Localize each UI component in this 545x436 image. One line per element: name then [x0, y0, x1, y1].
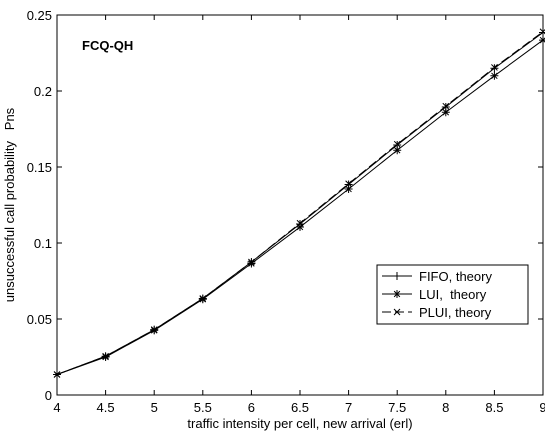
data-point — [491, 64, 498, 71]
x-tick-label: 5 — [151, 400, 158, 415]
x-tick-label: 8.5 — [485, 400, 503, 415]
legend-item: FIFO, theory — [382, 269, 492, 284]
data-point — [247, 259, 256, 268]
legend-label: FIFO, theory — [419, 269, 492, 284]
legend-label: PLUI, theory — [419, 305, 492, 320]
data-point — [393, 140, 401, 148]
plot-frame — [56, 14, 544, 396]
data-point — [393, 308, 401, 316]
y-tick-label: 0 — [45, 388, 52, 403]
series-layer — [53, 28, 545, 379]
data-point — [393, 272, 401, 280]
data-point — [102, 352, 109, 360]
data-point — [539, 28, 545, 37]
data-point — [101, 353, 110, 361]
series-3 — [53, 28, 545, 378]
legend-label: LUI, theory — [419, 287, 487, 302]
data-point — [345, 180, 352, 188]
data-point — [248, 258, 255, 266]
data-point — [442, 102, 450, 110]
data-point — [296, 219, 304, 227]
legend-item: PLUI, theory — [382, 305, 492, 320]
y-axis-label: unsuccessful call probability Pns — [2, 107, 17, 302]
data-point — [198, 295, 207, 304]
y-tick-label: 0.25 — [27, 8, 52, 23]
axes: 4 4.5 5 5.5 6 6.5 7 7.5 8 8.5 9 0 0.05 0.1 0.15 0.2 0.25 — [27, 8, 545, 415]
x-tick-label: 7 — [345, 400, 352, 415]
data-point — [490, 71, 499, 80]
series-1 — [53, 28, 545, 379]
y-tick-label: 0.2 — [34, 84, 52, 99]
data-point — [53, 371, 61, 378]
data-point — [539, 28, 545, 36]
data-point — [150, 326, 159, 335]
x-axis-label: traffic intensity per cell, new arrival … — [187, 416, 412, 431]
chart-annotation: FCQ-QH — [82, 38, 133, 53]
legend: FIFO, theory LUI, theory PLUI, theory — [376, 264, 529, 325]
series-2 — [53, 36, 545, 379]
x-tick-label: 4 — [53, 400, 60, 415]
x-tick-label: 6.5 — [291, 400, 309, 415]
data-point — [393, 146, 402, 155]
data-point — [150, 326, 158, 333]
data-point — [490, 64, 499, 73]
data-point — [296, 223, 304, 232]
x-tick-label: 6 — [248, 400, 255, 415]
data-point — [199, 295, 207, 302]
x-tick-label: 7.5 — [388, 400, 406, 415]
data-point — [441, 108, 450, 117]
data-point — [393, 290, 401, 298]
x-tick-label: 9 — [539, 400, 545, 415]
y-tick-label: 0.05 — [27, 312, 52, 327]
legend-item: LUI, theory — [382, 287, 487, 302]
data-point — [344, 185, 353, 194]
y-tick-label: 0.1 — [34, 236, 52, 251]
x-tick-label: 8 — [442, 400, 449, 415]
x-tick-label: 4.5 — [97, 400, 115, 415]
y-tick-label: 0.15 — [27, 160, 52, 175]
x-tick-label: 5.5 — [194, 400, 212, 415]
data-point — [539, 36, 545, 45]
